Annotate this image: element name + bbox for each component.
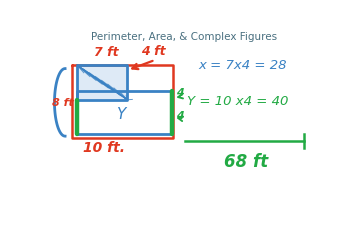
Text: 10 ft.: 10 ft. bbox=[83, 141, 125, 155]
Text: Y = 10 x4 = 40: Y = 10 x4 = 40 bbox=[187, 95, 289, 108]
Text: 4: 4 bbox=[176, 88, 183, 98]
Text: 4 ft: 4 ft bbox=[141, 45, 166, 58]
Text: 7 ft: 7 ft bbox=[94, 46, 118, 59]
Text: Y: Y bbox=[116, 107, 126, 122]
Text: 68 ft: 68 ft bbox=[224, 153, 268, 171]
Text: Perimeter, Area, & Complex Figures: Perimeter, Area, & Complex Figures bbox=[91, 32, 278, 42]
Text: 8 ft: 8 ft bbox=[52, 98, 74, 108]
Text: x = 7x4 = 28: x = 7x4 = 28 bbox=[198, 58, 287, 72]
Text: 4: 4 bbox=[176, 111, 183, 121]
Bar bbox=[77, 65, 127, 100]
